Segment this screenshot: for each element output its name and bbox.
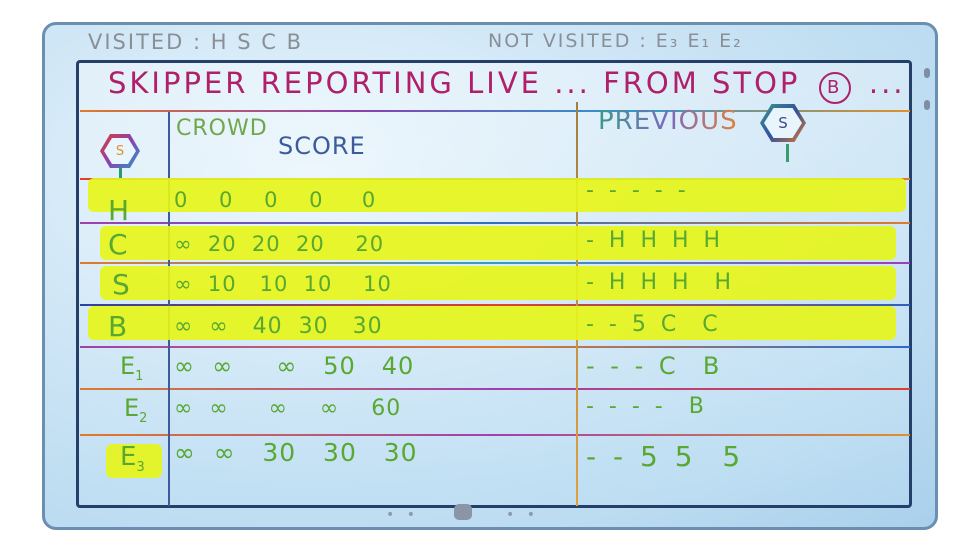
scores-e2: ∞ ∞ ∞ ∞ 60 xyxy=(174,396,402,421)
scores-c: ∞ 20 20 20 20 xyxy=(174,232,385,256)
header-score: SCORE xyxy=(278,132,366,160)
scores-e3: ∞ ∞ 30 30 30 xyxy=(174,438,418,467)
rule-col-2 xyxy=(576,102,578,506)
previous-e2: - - - - B xyxy=(586,394,708,419)
rule-row-5 xyxy=(80,388,910,390)
rule-row-3 xyxy=(80,304,910,306)
previous-e1: - - - C B xyxy=(586,352,724,380)
row-highlight-s xyxy=(100,266,896,300)
stop-badge: B xyxy=(818,72,851,104)
node-h: H xyxy=(108,194,130,227)
scores-h: 0 0 0 0 0 xyxy=(174,188,377,212)
row-highlight-b xyxy=(88,306,896,340)
previous-b: - - 5 C C xyxy=(586,312,722,337)
nav-dots-right: • • xyxy=(506,507,539,523)
previous-c: - H H H H xyxy=(586,228,725,253)
home-button[interactable] xyxy=(454,504,472,520)
previous-hexagon-label: S xyxy=(778,114,788,132)
rule-header-top xyxy=(80,110,910,112)
previous-h: - - - - - xyxy=(586,178,690,203)
headline: SKIPPER REPORTING LIVE ... FROM STOP B .… xyxy=(108,66,906,104)
node-e2-letter: E xyxy=(124,394,140,422)
nav-dots-left: • • xyxy=(386,507,419,523)
source-hexagon-stem xyxy=(119,168,122,180)
row-highlight-h xyxy=(88,178,906,212)
row-highlight-c xyxy=(100,226,896,260)
previous-s: - H H H H xyxy=(586,270,736,295)
headline-suffix: ... xyxy=(868,66,906,100)
header-previous: PREVIOUS xyxy=(598,106,738,136)
node-e1: E1 xyxy=(120,352,143,384)
previous-e3: - - 5 5 5 xyxy=(586,440,745,473)
headline-text: SKIPPER REPORTING LIVE ... FROM STOP xyxy=(108,66,801,100)
node-b: B xyxy=(108,310,128,343)
header-crowd: CROWD xyxy=(176,116,268,141)
node-e2-sub: 2 xyxy=(139,410,148,426)
node-e2: E2 xyxy=(124,394,147,426)
visited-status: VISITED : H S C B xyxy=(88,30,303,54)
rule-row-4 xyxy=(80,346,910,348)
node-e1-sub: 1 xyxy=(135,368,144,384)
side-button-top xyxy=(924,68,930,78)
not-visited-status: NOT VISITED : E₃ E₁ E₂ xyxy=(488,30,743,52)
node-e1-letter: E xyxy=(120,352,136,380)
scores-e1: ∞ ∞ ∞ 50 40 xyxy=(174,352,415,380)
node-e3-letter: E xyxy=(120,442,137,472)
rule-row-1 xyxy=(80,222,910,224)
row-highlight-e3 xyxy=(106,444,162,478)
scores-s: ∞ 10 10 10 10 xyxy=(174,272,392,296)
scores-b: ∞ ∞ 40 30 30 xyxy=(174,314,383,339)
node-c: C xyxy=(108,228,128,261)
node-s: S xyxy=(112,268,130,301)
node-e3-sub: 3 xyxy=(136,460,145,476)
source-hexagon-label: S xyxy=(115,143,125,159)
rule-row-2 xyxy=(80,262,910,264)
node-e3: E3 xyxy=(120,442,145,475)
previous-hexagon-stem xyxy=(786,144,789,162)
rule-row-6 xyxy=(80,434,910,436)
side-button-bottom xyxy=(924,100,930,110)
